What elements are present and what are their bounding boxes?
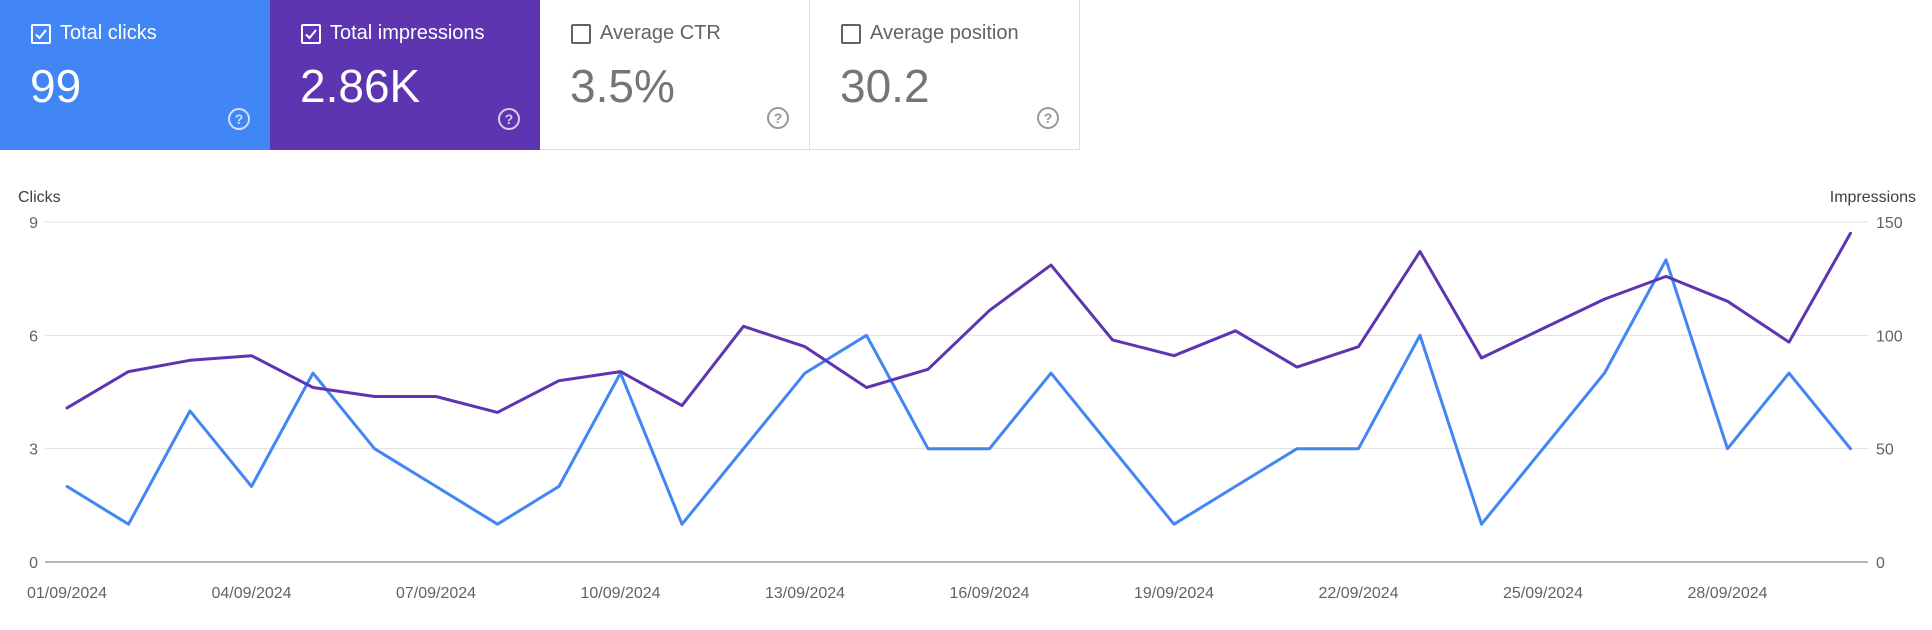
x-tick-label: 28/09/2024 bbox=[1687, 585, 1767, 602]
checkbox-unchecked-icon[interactable] bbox=[841, 24, 861, 44]
checkbox-checked-icon[interactable] bbox=[31, 24, 51, 44]
x-tick-label: 10/09/2024 bbox=[580, 585, 660, 602]
y-right-tick-label: 50 bbox=[1876, 442, 1894, 459]
x-tick-label: 16/09/2024 bbox=[949, 585, 1029, 602]
help-icon[interactable]: ? bbox=[767, 107, 789, 129]
metric-label: Total clicks bbox=[60, 22, 157, 44]
help-icon[interactable]: ? bbox=[498, 108, 520, 130]
x-tick-label: 01/09/2024 bbox=[27, 585, 107, 602]
metric-label: Total impressions bbox=[330, 22, 485, 44]
axis-ticks: 0 0 3 50 6 100 9 150 01/09/2024 04/09/2024 07/09/2… bbox=[27, 215, 1903, 602]
metric-card-total-clicks[interactable]: Total clicks 99 ? bbox=[0, 0, 270, 150]
metric-value: 30.2 bbox=[840, 60, 930, 112]
checkbox-checked-icon[interactable] bbox=[301, 24, 321, 44]
help-icon[interactable]: ? bbox=[228, 108, 250, 130]
x-tick-label: 13/09/2024 bbox=[765, 585, 845, 602]
metric-value: 3.5% bbox=[570, 60, 675, 112]
series-lines bbox=[65, 231, 1852, 526]
metric-cards: Total clicks 99 ? Total impressions 2.86… bbox=[0, 0, 1080, 150]
x-tick-label: 25/09/2024 bbox=[1503, 585, 1583, 602]
y-right-tick-label: 150 bbox=[1876, 215, 1903, 232]
gridlines bbox=[45, 221, 1868, 563]
metric-card-average-ctr[interactable]: Average CTR 3.5% ? bbox=[540, 0, 810, 150]
metric-label: Average CTR bbox=[600, 22, 721, 44]
metric-card-total-impressions[interactable]: Total impressions 2.86K ? bbox=[270, 0, 540, 150]
series-line-impressions bbox=[65, 231, 1852, 414]
metric-value: 2.86K bbox=[300, 60, 421, 112]
metric-label: Average position bbox=[870, 22, 1019, 44]
y-left-tick-label: 0 bbox=[29, 555, 38, 572]
y-left-tick-label: 9 bbox=[29, 215, 38, 232]
y-right-axis-title: Impressions bbox=[1830, 189, 1916, 206]
x-tick-label: 19/09/2024 bbox=[1134, 585, 1214, 602]
x-tick-label: 22/09/2024 bbox=[1318, 585, 1398, 602]
y-left-tick-label: 6 bbox=[29, 328, 38, 345]
y-right-tick-label: 100 bbox=[1876, 328, 1903, 345]
y-left-tick-label: 3 bbox=[29, 442, 38, 459]
metric-value: 99 bbox=[30, 60, 82, 112]
performance-line-chart: 0 0 3 50 6 100 9 150 01/09/2024 04/09/2024 07/09/2… bbox=[18, 189, 1916, 602]
help-icon[interactable]: ? bbox=[1037, 107, 1059, 129]
checkbox-unchecked-icon[interactable] bbox=[571, 24, 591, 44]
x-tick-label: 04/09/2024 bbox=[211, 585, 291, 602]
y-left-axis-title: Clicks bbox=[18, 189, 61, 206]
series-line-clicks bbox=[65, 258, 1852, 526]
y-right-tick-label: 0 bbox=[1876, 555, 1885, 572]
x-tick-label: 07/09/2024 bbox=[396, 585, 476, 602]
metric-card-average-position[interactable]: Average position 30.2 ? bbox=[810, 0, 1080, 150]
